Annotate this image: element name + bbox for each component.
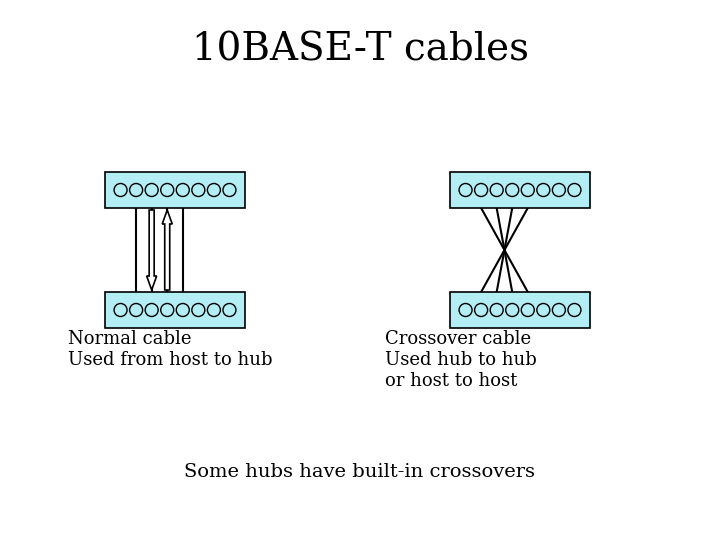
Circle shape: [505, 303, 518, 316]
Circle shape: [223, 303, 236, 316]
Bar: [450, 172, 590, 208]
Text: Crossover cable
Used hub to hub
or host to host: Crossover cable Used hub to hub or host …: [385, 330, 536, 389]
Circle shape: [490, 184, 503, 197]
Circle shape: [552, 184, 565, 197]
Circle shape: [145, 184, 158, 197]
Circle shape: [130, 303, 143, 316]
Bar: [105, 172, 245, 208]
Circle shape: [223, 184, 236, 197]
Circle shape: [521, 184, 534, 197]
Circle shape: [114, 184, 127, 197]
Text: Some hubs have built-in crossovers: Some hubs have built-in crossovers: [184, 463, 536, 481]
Circle shape: [505, 184, 518, 197]
Circle shape: [568, 184, 581, 197]
Circle shape: [176, 303, 189, 316]
Circle shape: [161, 184, 174, 197]
Circle shape: [207, 303, 220, 316]
FancyArrow shape: [147, 210, 157, 290]
Circle shape: [521, 303, 534, 316]
Circle shape: [459, 184, 472, 197]
Circle shape: [474, 303, 487, 316]
Circle shape: [145, 303, 158, 316]
Circle shape: [537, 303, 550, 316]
Circle shape: [537, 184, 550, 197]
Circle shape: [474, 184, 487, 197]
Circle shape: [459, 303, 472, 316]
Text: Normal cable
Used from host to hub: Normal cable Used from host to hub: [68, 330, 272, 369]
Circle shape: [490, 303, 503, 316]
Circle shape: [568, 303, 581, 316]
Bar: [450, 292, 590, 328]
Text: 10BASE-T cables: 10BASE-T cables: [192, 31, 528, 69]
Circle shape: [192, 184, 204, 197]
Bar: [105, 292, 245, 328]
Circle shape: [114, 303, 127, 316]
Circle shape: [207, 184, 220, 197]
Circle shape: [130, 184, 143, 197]
FancyArrow shape: [162, 210, 172, 290]
Circle shape: [192, 303, 204, 316]
Circle shape: [161, 303, 174, 316]
Circle shape: [176, 184, 189, 197]
Circle shape: [552, 303, 565, 316]
